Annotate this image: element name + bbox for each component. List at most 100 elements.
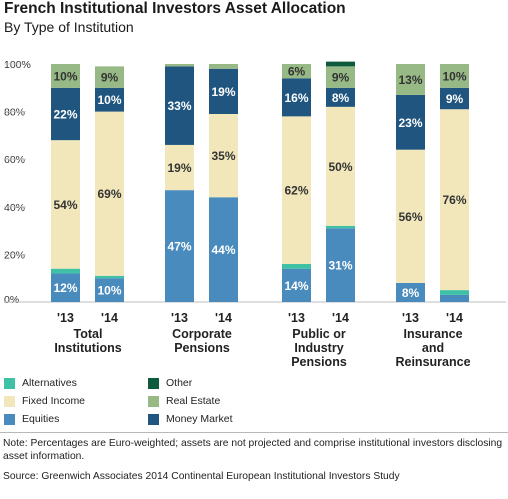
group-label: Pensions [291, 355, 347, 369]
data-label: 8% [402, 286, 420, 300]
legend-item-other: Other [148, 377, 192, 389]
bar-4-money-market-segment [282, 78, 311, 117]
legend-item-real-estate: Real Estate [148, 395, 220, 407]
bar-5-money-market-segment [326, 87, 355, 107]
x-tick-label: '14 [101, 311, 118, 325]
bar-1-equities-segment [95, 278, 124, 302]
bar-7-fixed-income-segment [440, 109, 469, 291]
legend-label-fixed-income: Fixed Income [22, 395, 86, 407]
source-text: Source: Greenwich Associates 2014 Contin… [3, 471, 400, 482]
bar-1-real-estate-segment [95, 66, 124, 88]
bar-7-alternatives-segment [440, 290, 469, 295]
legend-label-alternatives: Alternatives [22, 377, 77, 389]
data-label: 6% [288, 65, 306, 79]
bar-0-fixed-income-segment [51, 140, 80, 269]
x-tick-label: '14 [446, 311, 463, 325]
legend-swatch-money-market [148, 413, 159, 425]
bar-7-equities-segment [440, 294, 469, 302]
data-label: 47% [167, 240, 191, 254]
bar-3-money-market-segment [209, 68, 238, 114]
data-label: 8% [332, 91, 350, 105]
data-label: 10% [97, 93, 121, 107]
data-label: 22% [53, 107, 77, 121]
group-label: Reinsurance [395, 355, 470, 369]
bar-6-real-estate-segment [396, 64, 425, 95]
legend-swatch-fixed-income [4, 395, 15, 407]
legend-swatch-alternatives [4, 377, 15, 389]
y-tick-label: 80% [4, 107, 25, 119]
data-label: 23% [398, 116, 422, 130]
legend-swatch-other [148, 377, 159, 389]
data-label: 16% [284, 91, 308, 105]
x-tick-label: '13 [57, 311, 74, 325]
group-label: Total [74, 327, 103, 341]
group-label: Pensions [174, 341, 230, 355]
note-text: Note: Percentages are Euro-weighted; ass… [3, 438, 503, 462]
legend-item-alternatives: Alternatives [4, 377, 77, 389]
bar-6-equities-segment [396, 282, 425, 302]
bar-1-fixed-income-segment [95, 111, 124, 276]
stacked-bar-chart: 0% 20% 40% 60% 80% 100% '13 '14 '13 '14 '13 '14 '13 '… [4, 59, 506, 369]
data-label: 12% [53, 281, 77, 295]
group-label: and [422, 341, 444, 355]
bar-5-fixed-income-segment [326, 106, 355, 226]
bar-4-real-estate-segment [282, 64, 311, 79]
bar-5-equities-segment [326, 228, 355, 302]
data-label: 19% [211, 85, 235, 99]
bar-7-money-market-segment [440, 87, 469, 110]
bar-4-fixed-income-segment [282, 116, 311, 264]
legend-swatch-equities [4, 413, 15, 425]
data-label: 31% [328, 259, 352, 273]
data-label: 10% [97, 284, 121, 298]
data-label: 14% [284, 279, 308, 293]
y-tick-label: 40% [4, 202, 25, 214]
data-label: 10% [53, 69, 77, 83]
legend-label-other: Other [166, 377, 193, 389]
chart-subtitle: By Type of Institution [4, 19, 134, 35]
bar-0-equities-segment [51, 273, 80, 302]
bar-2-money-market-segment [165, 66, 194, 145]
group-label: Institutions [54, 341, 121, 355]
data-label: 33% [167, 99, 191, 113]
group-label: Insurance [403, 327, 462, 341]
y-tick-label: 60% [4, 154, 25, 166]
legend: Alternatives Other Fixed Income Real Est… [0, 374, 508, 430]
legend-label-money-market: Money Market [166, 413, 233, 425]
bar-5-other-segment [326, 61, 355, 67]
x-tick-label: '14 [332, 311, 349, 325]
bar-1-alternatives-segment [95, 275, 124, 279]
x-tick-label: '14 [215, 311, 232, 325]
bar-3-equities-segment [209, 197, 238, 302]
bar-6-fixed-income-segment [396, 149, 425, 283]
data-label: 35% [211, 149, 235, 163]
x-tick-label: '13 [171, 311, 188, 325]
group-label: Public or [292, 327, 346, 341]
data-label: 13% [398, 73, 422, 87]
chart-title: French Institutional Investors Asset All… [4, 0, 346, 17]
bar-0-alternatives-segment [51, 268, 80, 274]
y-tick-label: 0% [4, 294, 19, 306]
legend-item-equities: Equities [4, 413, 59, 425]
bar-2-real-estate-segment [165, 64, 194, 67]
bar-3-real-estate-segment [209, 64, 238, 69]
data-label: 50% [328, 160, 352, 174]
data-label: 9% [332, 71, 350, 85]
bar-0-real-estate-segment [51, 64, 80, 88]
bar-0-money-market-segment [51, 87, 80, 141]
legend-item-fixed-income: Fixed Income [4, 395, 85, 407]
data-label: 9% [101, 71, 119, 85]
bar-5-alternatives-segment [326, 225, 355, 229]
bar-4-alternatives-segment [282, 263, 311, 269]
bar-4-equities-segment [282, 268, 311, 302]
bar-7-real-estate-segment [440, 64, 469, 88]
bar-3-fixed-income-segment [209, 113, 238, 198]
note-divider [0, 432, 508, 433]
legend-label-real-estate: Real Estate [166, 395, 221, 407]
data-label: 44% [211, 243, 235, 257]
bar-2-equities-segment [165, 190, 194, 302]
group-label: Corporate [172, 327, 232, 341]
bar-2-fixed-income-segment [165, 144, 194, 191]
data-label: 62% [284, 184, 308, 198]
x-tick-label: '13 [288, 311, 305, 325]
group-label: Industry [294, 341, 343, 355]
